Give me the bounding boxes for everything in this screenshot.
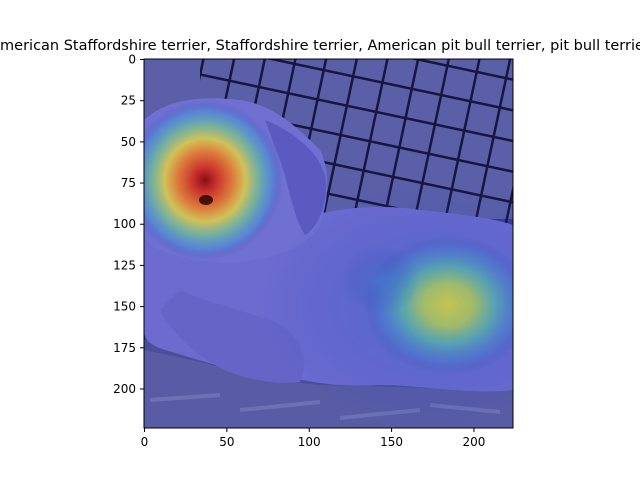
x-tick-label: 150 [380, 435, 403, 449]
y-tick-label: 75 [121, 176, 136, 190]
y-tick-label: 25 [121, 94, 136, 108]
chart-title: American Staffordshire terrier, Stafford… [0, 38, 640, 54]
y-tick-label: 200 [113, 382, 136, 396]
y-tick-label: 100 [113, 217, 136, 231]
x-axis: 0 50 100 150 200 [141, 428, 486, 449]
y-tick-label: 150 [113, 300, 136, 314]
y-tick-label: 125 [113, 258, 136, 272]
heatmap-image [144, 59, 513, 428]
y-tick-label: 50 [121, 135, 136, 149]
y-tick-label: 175 [113, 341, 136, 355]
x-tick-label: 50 [219, 435, 234, 449]
y-axis: 0 25 50 75 100 125 150 175 200 [113, 53, 144, 396]
x-tick-label: 200 [463, 435, 486, 449]
x-tick-label: 100 [298, 435, 321, 449]
x-tick-label: 0 [141, 435, 149, 449]
y-tick-label: 0 [128, 53, 136, 67]
axes-frame [143, 58, 514, 429]
